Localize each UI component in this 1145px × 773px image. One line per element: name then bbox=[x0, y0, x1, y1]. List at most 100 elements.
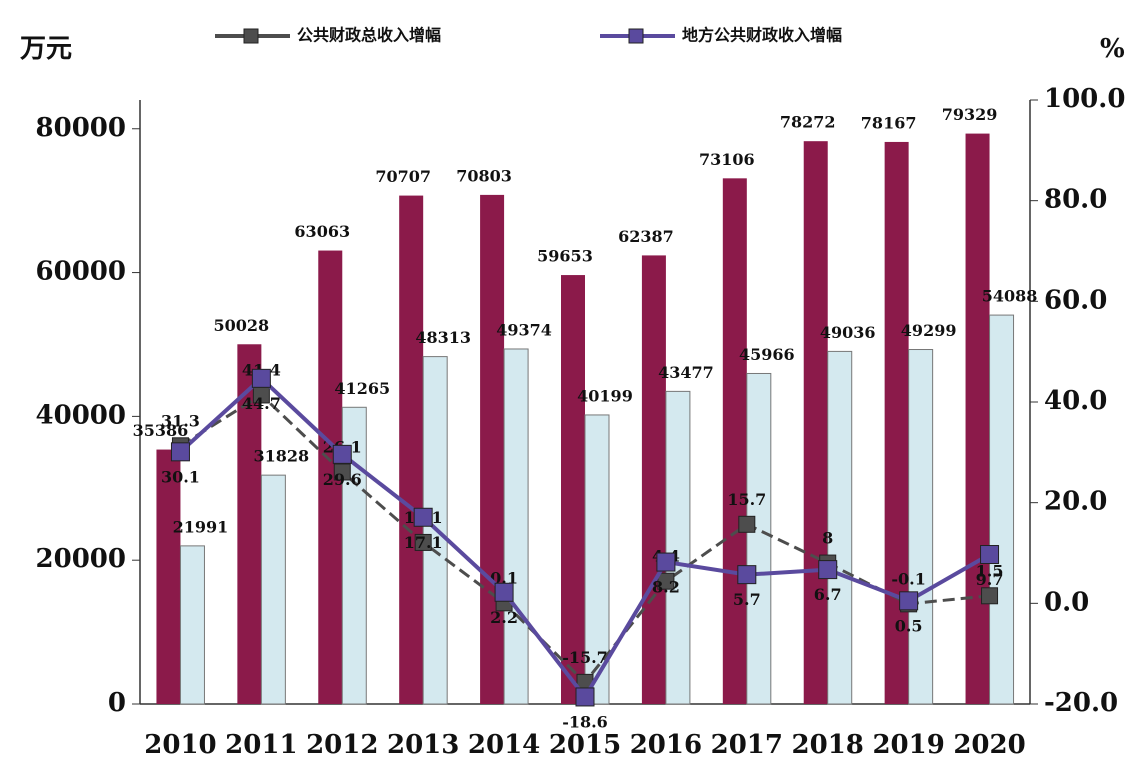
x-tick-label: 2010 bbox=[144, 730, 216, 760]
line-marker bbox=[981, 587, 999, 605]
x-tick-label: 2014 bbox=[468, 730, 540, 760]
bar-value-label: 43477 bbox=[658, 363, 714, 382]
line-value-label: -0.1 bbox=[891, 569, 925, 588]
line-marker bbox=[251, 368, 271, 388]
y2-tick-label: 80.0 bbox=[1044, 185, 1107, 215]
line-marker bbox=[333, 463, 351, 481]
x-tick-label: 2016 bbox=[630, 730, 702, 760]
bar-value-label: 45966 bbox=[739, 345, 795, 364]
bar bbox=[827, 350, 853, 705]
legend-label: 公共财政总收入增幅 bbox=[297, 26, 441, 45]
line-value-label: 30.1 bbox=[161, 467, 200, 486]
line-value-label: 6.7 bbox=[814, 585, 842, 604]
line-value-label: 9.7 bbox=[976, 570, 1004, 589]
bar bbox=[156, 449, 181, 704]
line-value-label: 5.7 bbox=[733, 590, 761, 609]
line-value-label: 31.3 bbox=[161, 411, 200, 430]
y2-axis-label: % bbox=[1100, 34, 1125, 64]
x-tick-label: 2012 bbox=[306, 730, 378, 760]
line-marker bbox=[332, 444, 352, 464]
line-marker bbox=[170, 442, 190, 462]
x-tick-label: 2017 bbox=[711, 730, 783, 760]
bar-value-label: 50028 bbox=[214, 316, 270, 335]
y2-tick-label: 100.0 bbox=[1044, 84, 1125, 114]
line-marker bbox=[657, 572, 675, 590]
x-tick-label: 2015 bbox=[549, 730, 621, 760]
bar-value-label: 70707 bbox=[375, 167, 431, 186]
y-tick-label: 40000 bbox=[36, 400, 126, 430]
bar bbox=[908, 349, 934, 705]
line-marker bbox=[414, 533, 432, 551]
legend-marker bbox=[628, 28, 644, 44]
line-marker bbox=[899, 591, 919, 611]
y2-tick-label: -20.0 bbox=[1044, 688, 1118, 718]
line-value-label: 8 bbox=[822, 529, 833, 548]
bar-value-label: 59653 bbox=[537, 247, 593, 266]
bar-value-label: 40199 bbox=[577, 386, 633, 405]
bar bbox=[803, 141, 828, 705]
bar-value-label: 41265 bbox=[334, 379, 390, 398]
bar-value-label: 78272 bbox=[780, 113, 836, 132]
bar-value-label: 79329 bbox=[942, 105, 998, 124]
line-value-label: -15.7 bbox=[562, 648, 608, 667]
line-value-label: 0.5 bbox=[895, 616, 923, 635]
line-marker bbox=[738, 515, 756, 533]
y2-tick-label: 0.0 bbox=[1044, 587, 1089, 617]
line-marker bbox=[737, 565, 757, 585]
bar bbox=[722, 178, 747, 704]
y2-tick-label: 40.0 bbox=[1044, 386, 1107, 416]
line-value-label: 15.7 bbox=[727, 490, 766, 509]
line-value-label: 17.1 bbox=[404, 533, 443, 552]
bar bbox=[179, 545, 205, 705]
x-tick-label: 2019 bbox=[872, 730, 944, 760]
bar bbox=[399, 195, 424, 704]
x-tick-label: 2018 bbox=[792, 730, 864, 760]
line-value-label: 2.2 bbox=[490, 608, 518, 627]
bar-value-label: 63063 bbox=[294, 222, 350, 241]
line-value-label: 0.1 bbox=[490, 568, 518, 587]
bar-value-label: 49374 bbox=[496, 320, 552, 339]
bar bbox=[641, 255, 666, 704]
line-value-label: 8.2 bbox=[652, 578, 680, 597]
bar-value-label: 49036 bbox=[820, 323, 876, 342]
bar bbox=[561, 275, 585, 704]
legend-label: 地方公共财政收入增幅 bbox=[682, 26, 842, 45]
line-marker bbox=[413, 507, 433, 527]
bar-value-label: 49299 bbox=[901, 321, 957, 340]
line-value-label: 1.5 bbox=[976, 561, 1004, 580]
line-value-label: -18.6 bbox=[562, 712, 608, 731]
bar-value-label: 78167 bbox=[861, 113, 917, 132]
bar-value-label: 48313 bbox=[415, 328, 471, 347]
y-tick-label: 20000 bbox=[36, 544, 126, 574]
y2-tick-label: 20.0 bbox=[1044, 487, 1107, 517]
bar bbox=[503, 348, 529, 705]
bar-value-label: 35386 bbox=[133, 421, 189, 440]
y-tick-label: 60000 bbox=[36, 257, 126, 287]
line-marker bbox=[575, 687, 595, 707]
y-tick-label: 0 bbox=[108, 688, 126, 718]
bar-value-label: 73106 bbox=[699, 150, 755, 169]
line-marker bbox=[494, 582, 514, 602]
line-value-label: 44.7 bbox=[242, 394, 281, 413]
x-tick-label: 2013 bbox=[387, 730, 459, 760]
bar bbox=[965, 133, 990, 704]
line-marker bbox=[818, 560, 838, 580]
line-marker bbox=[656, 552, 676, 572]
bar bbox=[260, 474, 286, 705]
y2-tick-label: 60.0 bbox=[1044, 285, 1107, 315]
y-tick-label: 80000 bbox=[36, 113, 126, 143]
legend-marker bbox=[243, 28, 259, 44]
line-marker bbox=[980, 545, 1000, 565]
bar-value-label: 62387 bbox=[618, 227, 674, 246]
bar bbox=[480, 194, 505, 705]
x-tick-label: 2011 bbox=[225, 730, 297, 760]
bar bbox=[989, 314, 1015, 705]
line-value-label: 29.6 bbox=[323, 470, 362, 489]
bar bbox=[746, 372, 772, 705]
bar-value-label: 54088 bbox=[982, 287, 1038, 306]
x-tick-label: 2020 bbox=[953, 730, 1025, 760]
bar-value-label: 31828 bbox=[254, 447, 310, 466]
bar bbox=[665, 390, 691, 705]
